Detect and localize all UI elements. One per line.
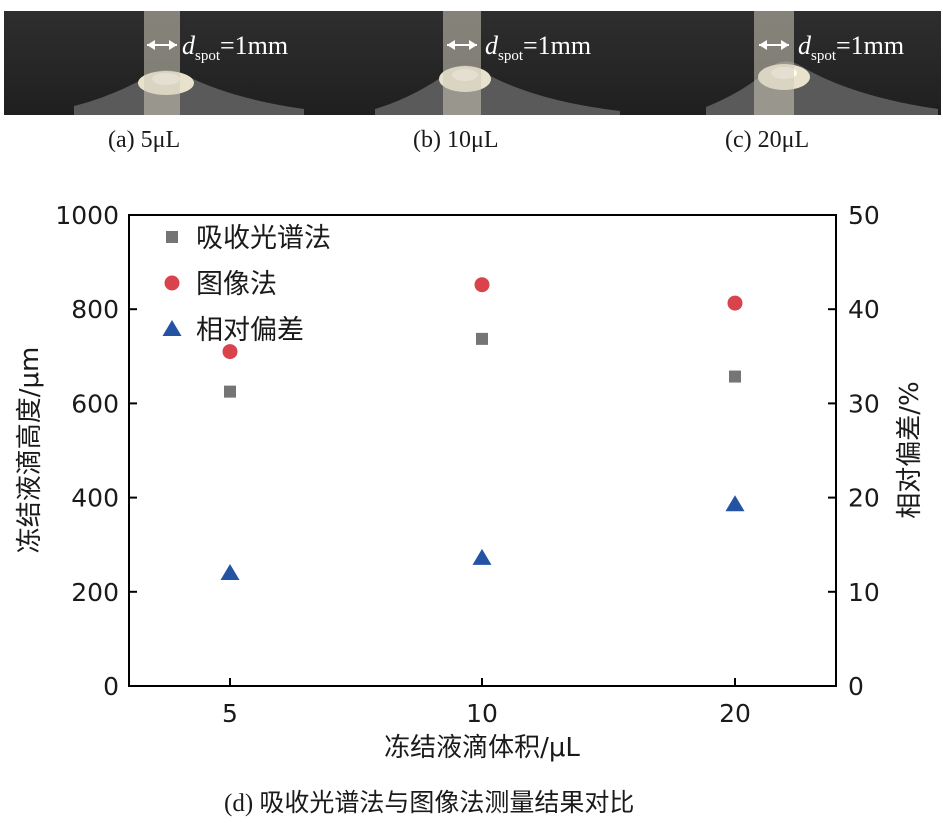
data-point-square bbox=[729, 370, 741, 383]
spot-diameter-label: dspot=1mm bbox=[798, 31, 905, 65]
legend-label: 图像法 bbox=[196, 269, 277, 300]
legend-label: 吸收光谱法 bbox=[196, 223, 331, 254]
x-tick-label: 20 bbox=[719, 699, 751, 728]
data-point-circle bbox=[727, 295, 743, 311]
data-point-circle bbox=[474, 277, 490, 293]
y-tick-label: 0 bbox=[103, 672, 119, 701]
y2-axis-label: 相对偏差/% bbox=[895, 381, 925, 518]
y2-tick-label: 50 bbox=[848, 201, 880, 230]
chart-caption: (d) 吸收光谱法与图像法测量结果对比 bbox=[224, 790, 635, 817]
double-arrow-icon bbox=[447, 40, 477, 50]
data-point-triangle bbox=[220, 563, 240, 580]
photo-caption-b: (b) 10μL bbox=[413, 127, 499, 153]
laser-spot-band bbox=[144, 11, 180, 115]
photo-caption-c: (c) 20μL bbox=[725, 127, 810, 153]
double-arrow-icon bbox=[759, 40, 789, 50]
legend-marker-triangle bbox=[162, 320, 182, 336]
photo-caption-a: (a) 5μL bbox=[108, 127, 181, 153]
y-axis-label: 冻结液滴高度/μm bbox=[15, 347, 45, 554]
y-tick-label: 800 bbox=[71, 295, 119, 324]
spot-diameter-label: dspot=1mm bbox=[182, 31, 289, 65]
y2-tick-label: 10 bbox=[848, 578, 880, 607]
laser-spot-band bbox=[443, 11, 481, 115]
y2-tick-label: 0 bbox=[848, 672, 864, 701]
x-tick-label: 5 bbox=[222, 699, 238, 728]
y-tick-label: 1000 bbox=[55, 201, 119, 230]
y2-tick-label: 30 bbox=[848, 389, 880, 418]
photo-panel-b: dspot=1mm bbox=[315, 11, 626, 115]
x-axis-label: 冻结液滴体积/μL bbox=[384, 733, 580, 763]
y-tick-label: 400 bbox=[71, 484, 119, 513]
double-arrow-icon bbox=[147, 40, 177, 50]
legend-label: 相对偏差 bbox=[196, 315, 304, 346]
spot-diameter-label: dspot=1mm bbox=[485, 31, 592, 65]
data-point-circle bbox=[222, 344, 238, 360]
data-point-square bbox=[224, 385, 236, 398]
x-tick-label: 10 bbox=[466, 699, 498, 728]
scatter-chart: 0 200 400 600 800 1000 0 10 20 30 40 50 5 10 20 吸收光谱… bbox=[15, 201, 925, 763]
y-tick-label: 200 bbox=[71, 578, 119, 607]
data-point-square bbox=[476, 332, 488, 345]
photo-panel-a: dspot=1mm bbox=[4, 11, 315, 115]
data-point-triangle bbox=[472, 548, 492, 565]
y2-tick-label: 20 bbox=[848, 484, 880, 513]
laser-spot-band bbox=[754, 11, 794, 115]
y-tick-label: 600 bbox=[71, 389, 119, 418]
photo-panel-c: dspot=1mm bbox=[626, 11, 941, 115]
legend-marker-square bbox=[166, 231, 178, 243]
legend-marker-circle bbox=[164, 275, 180, 291]
data-point-triangle bbox=[725, 495, 745, 512]
y2-tick-label: 40 bbox=[848, 295, 880, 324]
